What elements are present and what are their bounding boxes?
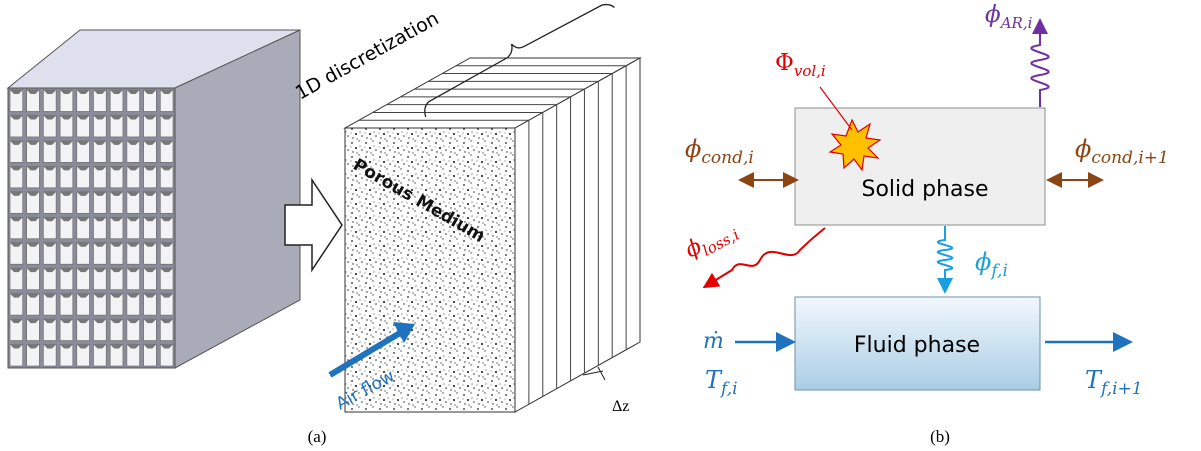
slice-label: Δz bbox=[612, 398, 629, 415]
phi-vol: Φvol,i bbox=[775, 50, 826, 80]
phi-f: ϕf,i bbox=[975, 248, 1008, 281]
caption-a: (a) bbox=[308, 427, 327, 446]
solid-box bbox=[795, 108, 1045, 225]
fluid-exchange-wave bbox=[938, 226, 952, 290]
t-out: Tf,i+1 bbox=[1085, 366, 1143, 399]
fluid-label: Fluid phase bbox=[854, 333, 980, 358]
phi-ar: ϕAR,i bbox=[985, 2, 1033, 32]
t-in: Tf,i bbox=[705, 366, 738, 399]
m-dot: ṁ bbox=[703, 329, 724, 354]
phi-cond-right: ϕcond,i+1 bbox=[1075, 135, 1169, 168]
phi-cond-left: ϕcond,i bbox=[685, 135, 754, 168]
caption-b: (b) bbox=[930, 427, 950, 446]
figure: 1D discretization Porous Medium Air flow… bbox=[0, 0, 1201, 451]
honeycomb bbox=[8, 30, 300, 368]
porous-block: 1D discretization Porous Medium Air flow… bbox=[292, 0, 640, 415]
radiation-wave bbox=[1031, 22, 1048, 107]
phi-loss: ϕloss,i bbox=[681, 216, 742, 267]
solid-label: Solid phase bbox=[862, 177, 989, 202]
